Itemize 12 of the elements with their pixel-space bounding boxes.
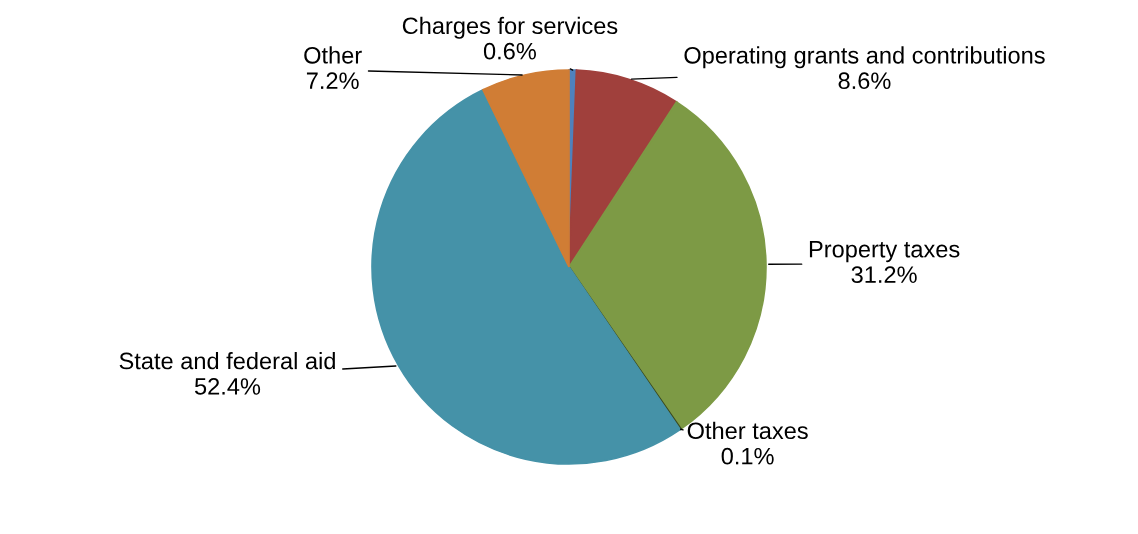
slice-label: State and federal aid xyxy=(119,352,335,370)
slice-label: Other taxes xyxy=(687,421,808,440)
slice-label: Charges for services xyxy=(402,16,618,39)
data-label: 52.4% xyxy=(194,378,261,395)
data-label: 31.2% xyxy=(851,266,917,283)
data-label: 0.1% xyxy=(721,447,774,465)
slice-label: Other xyxy=(304,46,362,64)
slice-label: Property taxes xyxy=(809,241,960,263)
data-label: 7.2% xyxy=(306,72,359,89)
slice-label: Operating grants and contributions xyxy=(684,46,1045,69)
data-label: 0.6% xyxy=(483,42,536,60)
data-label: 8.6% xyxy=(838,72,891,90)
